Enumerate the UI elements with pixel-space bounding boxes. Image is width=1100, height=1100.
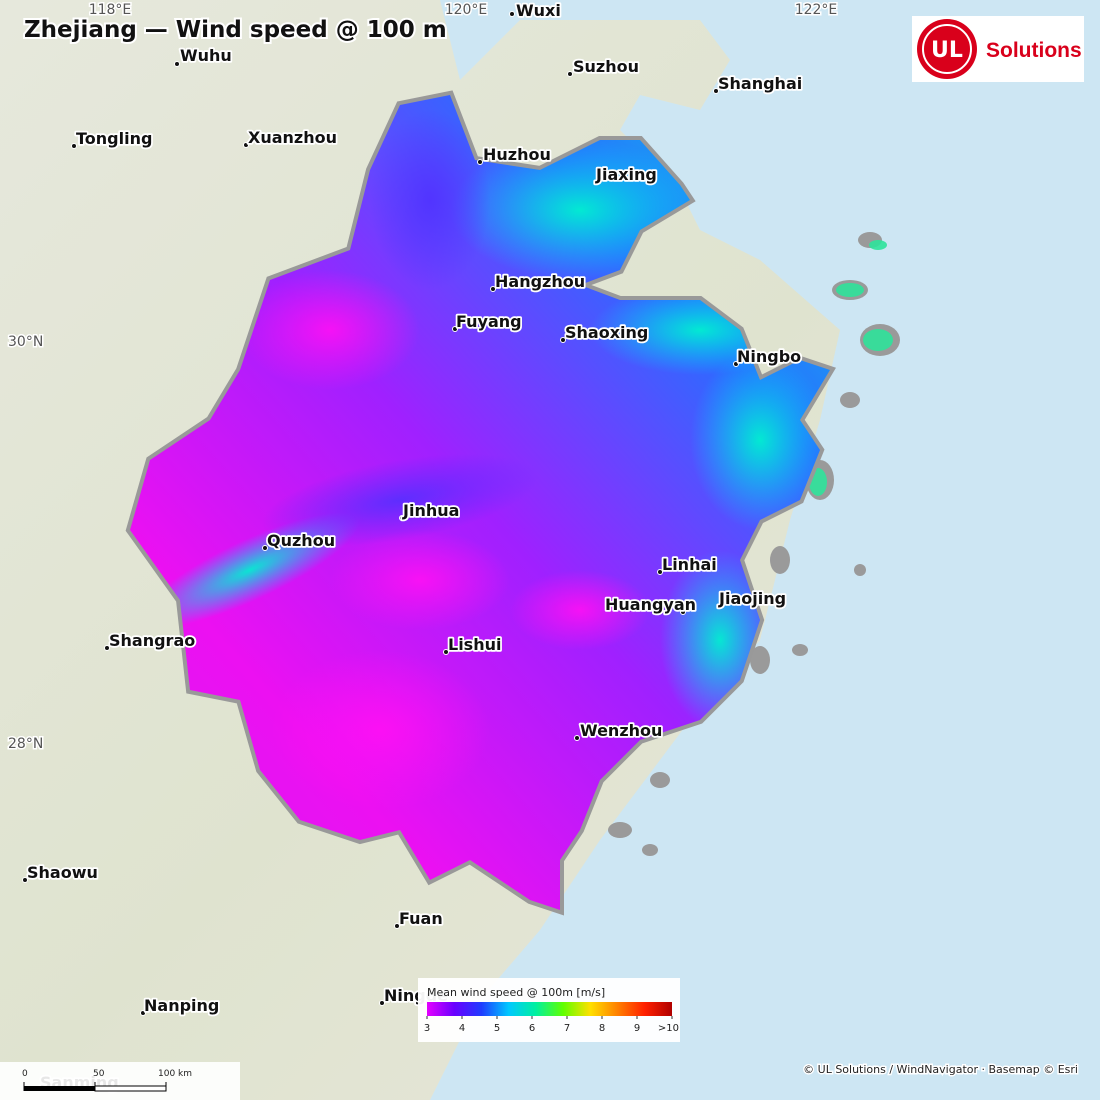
city-label: Wenzhou — [580, 721, 662, 740]
city-label: Linhai — [662, 555, 717, 574]
lon-label: 120°E — [445, 2, 488, 18]
logo: UL Solutions — [912, 16, 1084, 82]
city-label: Shaowu — [27, 863, 98, 882]
logo-ring — [922, 24, 972, 74]
city-dot — [713, 88, 719, 94]
city-dot — [560, 337, 566, 343]
city-dot — [379, 1000, 385, 1006]
city-dot — [443, 649, 449, 655]
city-dot — [71, 143, 77, 149]
city-dot — [657, 569, 663, 575]
attribution: © UL Solutions / WindNavigator · Basemap… — [803, 1063, 1078, 1076]
city-dot — [140, 1010, 146, 1016]
city-label: Shanghai — [718, 74, 802, 93]
city-label: Tongling — [76, 129, 152, 148]
lon-label: 118°E — [89, 2, 132, 18]
city-label: Fuyang — [456, 312, 522, 331]
scale-label: 0 — [22, 1069, 28, 1079]
city-dot — [452, 326, 458, 332]
city-label: Shaoxing — [565, 323, 648, 342]
city-label: Jinhua — [402, 501, 459, 520]
colorbar-label: 3 — [424, 1023, 430, 1034]
city-labels: Wuxi Wuhu Suzhou Shanghai Tongling Xuanzhou Hu… — [22, 0, 804, 1094]
city-label: Ningbo — [737, 347, 801, 366]
city-label: Lishui — [448, 635, 501, 654]
city-label: Wuhu — [180, 46, 232, 65]
city-dot — [243, 142, 249, 148]
logo-text: Solutions — [986, 39, 1082, 62]
scale-seg — [24, 1086, 95, 1091]
city-label: Quzhou — [267, 531, 335, 550]
city-label: Huzhou — [483, 145, 551, 164]
island-wind — [809, 240, 893, 496]
logo-mark: UL — [931, 38, 963, 63]
colorbar-label: >10 — [658, 1023, 679, 1034]
lon-label: 122°E — [795, 2, 838, 18]
city-label: Jiaojing — [718, 589, 786, 608]
city-dot — [262, 545, 268, 551]
legend: Mean wind speed @ 100m [m/s] 3 4 5 6 7 8 9 >10 — [418, 978, 680, 1042]
city-label: Jiaxing — [595, 165, 657, 184]
colorbar-label: 6 — [529, 1023, 535, 1034]
city-dot — [477, 159, 483, 165]
city-dot — [574, 735, 580, 741]
city-dot — [174, 61, 180, 67]
city-label: Shangrao — [109, 631, 195, 650]
city-label: Hangzhou — [495, 272, 585, 291]
lat-label: 28°N — [8, 736, 43, 752]
city-label: Nanping — [144, 996, 219, 1015]
sea — [430, 0, 1100, 1100]
city-label: Wuxi — [516, 1, 561, 20]
scale-seg — [94, 1085, 167, 1092]
scale-box — [0, 1062, 240, 1100]
city-dot — [22, 877, 28, 883]
map-title: Zhejiang — Wind speed @ 100 m — [24, 17, 447, 43]
city-dot — [509, 11, 515, 17]
colorbar-label: 7 — [564, 1023, 570, 1034]
scale-label: 50 — [93, 1069, 105, 1079]
colorbar-label: 4 — [459, 1023, 465, 1034]
city-dot — [680, 609, 686, 615]
city-dot — [733, 361, 739, 367]
scale-bar: 0 50 100 km — [0, 1062, 240, 1100]
colorbar-label: 8 — [599, 1023, 605, 1034]
city-dot — [394, 923, 400, 929]
city-dot — [399, 515, 405, 521]
city-label: Fuan — [399, 909, 443, 928]
city-dot — [567, 71, 573, 77]
city-label: Xuanzhou — [248, 128, 337, 147]
colorbar — [427, 1002, 672, 1016]
scale-label: 100 km — [158, 1069, 192, 1079]
logo-circle — [917, 19, 977, 79]
city-label: Suzhou — [573, 57, 639, 76]
city-dot — [490, 286, 496, 292]
legend-title: Mean wind speed @ 100m [m/s] — [427, 986, 605, 999]
city-label: Huangyan — [605, 595, 696, 614]
city-dot — [104, 645, 110, 651]
colorbar-label: 5 — [494, 1023, 500, 1034]
colorbar-label: 9 — [634, 1023, 640, 1034]
lat-label: 30°N — [8, 334, 43, 350]
